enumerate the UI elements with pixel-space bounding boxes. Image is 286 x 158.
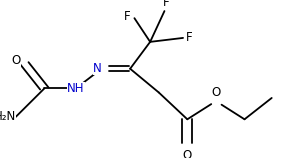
Text: NH: NH: [67, 82, 85, 95]
Text: F: F: [124, 10, 131, 23]
Text: N: N: [93, 62, 102, 75]
Text: F: F: [162, 0, 169, 9]
Text: O: O: [211, 86, 221, 99]
Text: O: O: [11, 54, 21, 67]
Text: F: F: [186, 31, 192, 44]
Text: H₂N: H₂N: [0, 110, 16, 123]
Text: O: O: [183, 149, 192, 158]
